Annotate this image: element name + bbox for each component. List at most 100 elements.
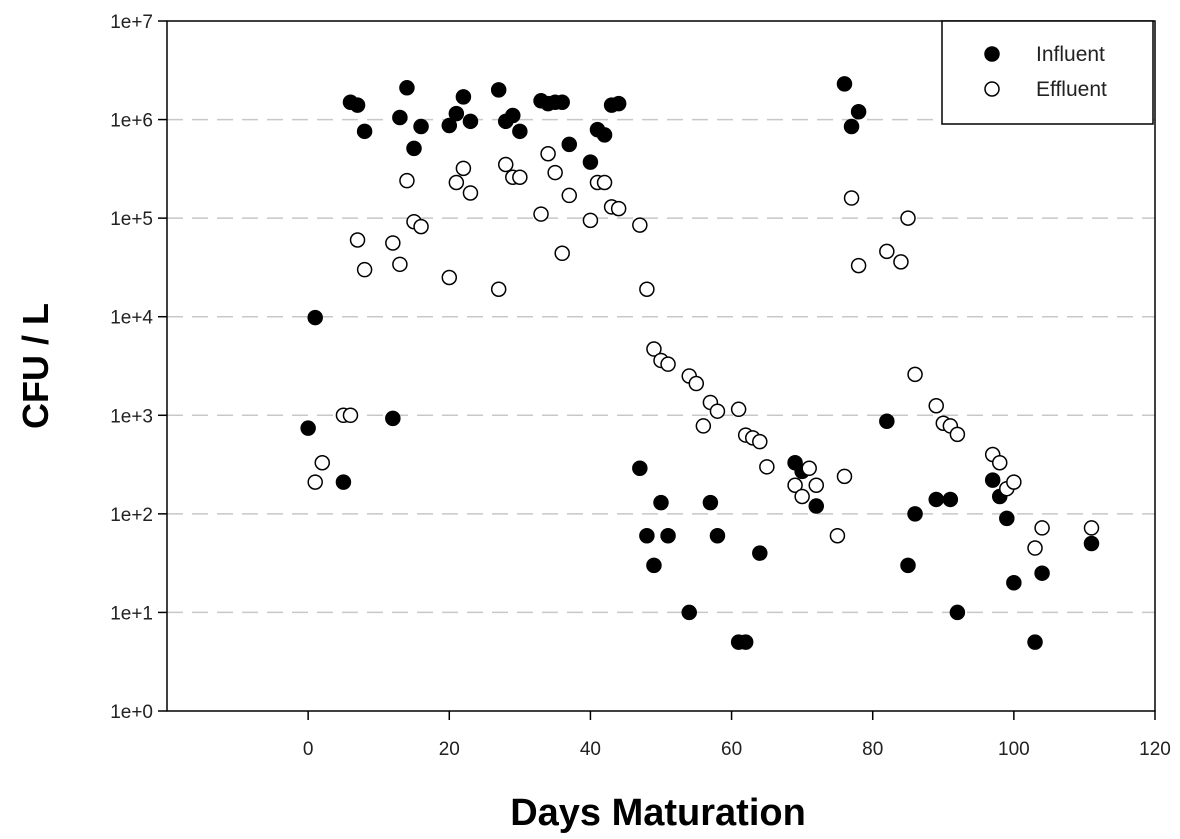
effluent-point (660, 356, 676, 372)
effluent-point (596, 174, 613, 191)
effluent-point (356, 261, 373, 278)
influent-point (441, 117, 458, 134)
effluent-point (646, 341, 662, 357)
influent-point (300, 420, 316, 436)
influent-point (1027, 634, 1043, 650)
effluent-point (900, 210, 916, 226)
influent-point (808, 498, 825, 514)
effluent-point (540, 146, 556, 162)
x-tick-label: 120 (1139, 739, 1171, 760)
effluent-point (307, 474, 323, 490)
influent-point (1034, 565, 1050, 581)
influent-point (610, 95, 627, 112)
effluent-point (794, 488, 810, 505)
influent-point (653, 494, 669, 511)
effluent-point (582, 212, 599, 229)
legend-box (941, 20, 1154, 125)
influent-point (942, 491, 959, 508)
influent-point (949, 604, 966, 621)
effluent-point (399, 172, 415, 189)
y-tick-label: 1e+4 (110, 308, 153, 329)
influent-point (335, 474, 352, 490)
influent-point (413, 118, 429, 135)
effluent-point (688, 375, 705, 392)
effluent-point (991, 454, 1008, 471)
effluent-point (413, 218, 429, 235)
effluent-point (533, 206, 549, 222)
influent-point (900, 557, 916, 574)
effluent-point (949, 426, 966, 443)
gridlines (167, 118, 1155, 614)
effluent-point (928, 397, 944, 414)
influent-point (462, 113, 479, 130)
effluent-point (787, 477, 803, 494)
x-tick-label: 0 (303, 739, 314, 760)
x-tick-label: 60 (721, 739, 742, 760)
influent-point (646, 557, 662, 574)
influent-point (349, 97, 366, 113)
effluent-point (752, 433, 768, 450)
effluent-point (759, 459, 775, 475)
influent-point (455, 89, 472, 105)
effluent-point (610, 200, 627, 217)
x-tick-label: 40 (580, 739, 601, 760)
effluent-point (1006, 474, 1022, 490)
influent-point (505, 107, 521, 124)
influent-point (702, 494, 719, 511)
effluent-point (893, 254, 909, 270)
influent-point (356, 123, 373, 140)
influent-point (999, 510, 1015, 527)
effluent-point (547, 164, 563, 181)
y-tick-label: 1e+6 (110, 111, 153, 132)
tick-labels: 1e+0 1e+1 1e+2 1e+3 1e+4 1e+5 1e+6 1e+7 0 20 40 60 8… (110, 12, 1171, 760)
influent-point (561, 136, 578, 153)
influent-point (752, 545, 768, 561)
y-tick-label: 1e+1 (110, 603, 153, 624)
x-tick-label: 80 (862, 739, 883, 760)
influent-point (1083, 535, 1100, 552)
effluent-point (314, 454, 331, 471)
effluent-point (695, 418, 712, 434)
influent-point (406, 140, 422, 157)
effluent-point (1034, 520, 1050, 536)
legend: Influent Effluent (941, 20, 1154, 125)
legend-influent-label: Influent (1036, 43, 1105, 66)
influent-point (392, 109, 408, 126)
x-tick-label: 100 (998, 739, 1030, 760)
effluent-point (462, 185, 479, 201)
plot-frame (166, 20, 1156, 712)
effluent-point (801, 460, 817, 477)
influent-point (928, 491, 944, 508)
y-axis-title: CFU / L (15, 303, 56, 429)
legend-effluent-label: Effluent (1036, 78, 1107, 101)
effluent-point (879, 243, 895, 260)
influent-point (1006, 575, 1022, 591)
x-tick-label: 20 (439, 739, 460, 760)
effluent-point (1027, 540, 1043, 556)
legend-influent-marker (984, 46, 1000, 62)
influent-point (907, 506, 923, 522)
influent-point (512, 123, 528, 140)
effluent-point (349, 232, 366, 248)
influent-point (879, 413, 895, 429)
effluent-point (497, 156, 514, 173)
influent-point (385, 410, 401, 427)
effluent-point (632, 217, 648, 233)
effluent-point (639, 281, 655, 297)
effluent-point (448, 174, 465, 191)
influent-point (639, 527, 655, 544)
effluent-point (455, 160, 472, 177)
influent-point (660, 527, 676, 544)
influent-point (850, 104, 867, 120)
effluent-point (441, 269, 458, 286)
x-axis-title: Days Maturation (510, 792, 806, 834)
y-tick-label: 1e+7 (110, 12, 153, 33)
effluent-point (907, 366, 923, 383)
axes (158, 20, 1156, 720)
influent-point (596, 127, 613, 143)
data-points (300, 76, 1100, 650)
effluent-point (561, 187, 578, 204)
effluent-point (385, 235, 401, 251)
effluent-point (554, 245, 570, 262)
influent-point (681, 604, 697, 621)
